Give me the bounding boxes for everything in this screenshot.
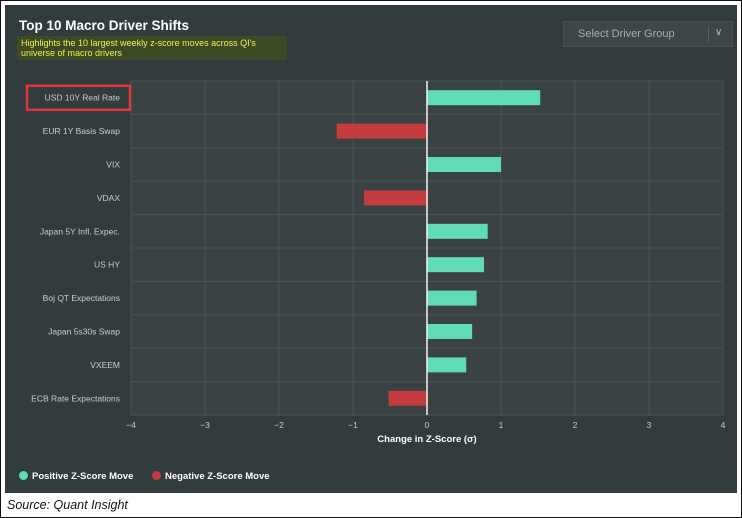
x-tick-label: 0 xyxy=(425,420,430,430)
category-label: VDAX xyxy=(97,193,120,203)
x-tick-label: −3 xyxy=(200,420,210,430)
bar-2 xyxy=(427,157,501,172)
chart-panel: Top 10 Macro Driver Shifts Highlights th… xyxy=(5,5,737,493)
highlight-box xyxy=(25,84,132,111)
bar-7 xyxy=(427,324,473,339)
x-axis-label: Change in Z-Score (σ) xyxy=(377,434,476,445)
chart-legend: Positive Z-Score Move Negative Z-Score M… xyxy=(19,471,286,482)
bar-6 xyxy=(427,290,477,306)
chart-title: Top 10 Macro Driver Shifts xyxy=(19,18,190,33)
legend-swatch-positive xyxy=(19,471,28,480)
category-label: US HY xyxy=(94,260,120,270)
category-label: EUR 1Y Basis Swap xyxy=(43,126,121,136)
bar-9 xyxy=(388,390,427,406)
bar-chart: USD 10Y Real Rate EUR 1Y Basis Swap VIX VDA… xyxy=(25,80,726,445)
x-tick-label: 3 xyxy=(647,420,652,430)
bar-3 xyxy=(364,190,427,206)
dropdown-label: Select Driver Group xyxy=(578,28,675,40)
source-note: Source: Quant Insight xyxy=(7,498,128,512)
driver-group-dropdown[interactable]: Select Driver Group ∨ xyxy=(563,21,733,47)
category-label: Boj QT Expectations xyxy=(43,293,120,303)
legend-label-negative: Negative Z-Score Move xyxy=(165,471,270,482)
bar-4 xyxy=(427,223,488,239)
category-label: ECB Rate Expectations xyxy=(31,393,120,403)
category-label: VXEEM xyxy=(90,360,120,370)
bar-5 xyxy=(427,257,484,273)
x-tick-label: −2 xyxy=(274,420,284,430)
legend-swatch-negative xyxy=(152,471,162,480)
x-tick-label: 4 xyxy=(721,420,726,430)
x-tick-label: 1 xyxy=(499,420,504,430)
legend-label-positive: Positive Z-Score Move xyxy=(32,471,134,482)
bar-1 xyxy=(336,123,427,139)
category-label: VIX xyxy=(106,160,120,170)
x-tick-label: −1 xyxy=(348,420,358,430)
category-label: USD 10Y Real Rate xyxy=(45,93,121,103)
bar-0 xyxy=(427,90,541,106)
legend-item-positive[interactable]: Positive Z-Score Move xyxy=(19,471,133,482)
category-label: Japan 5s30s Swap xyxy=(48,327,120,337)
category-label: Japan 5Y Infl. Expec. xyxy=(40,226,120,236)
chart-subtitle: Highlights the 10 largest weekly z-score… xyxy=(17,36,287,60)
legend-item-negative[interactable]: Negative Z-Score Move xyxy=(152,471,270,482)
x-tick-label: 2 xyxy=(573,420,578,430)
dropdown-separator xyxy=(708,26,709,42)
bar-8 xyxy=(427,357,467,373)
chevron-down-icon[interactable]: ∨ xyxy=(715,27,723,38)
x-tick-label: −4 xyxy=(126,420,136,430)
